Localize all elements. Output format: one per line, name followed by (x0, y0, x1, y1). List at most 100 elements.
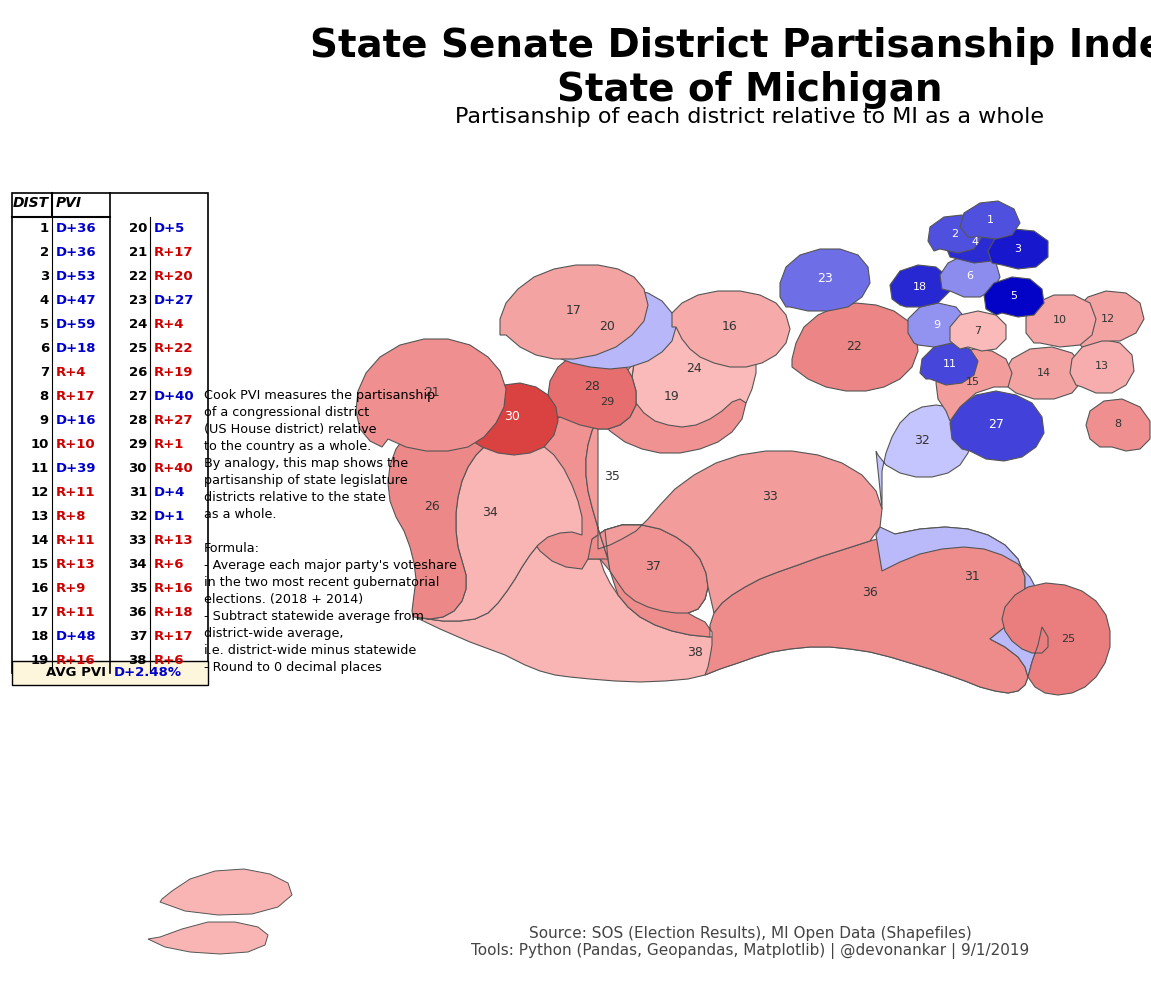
Text: 19: 19 (31, 655, 49, 668)
Polygon shape (920, 343, 978, 385)
Polygon shape (950, 391, 1044, 461)
Polygon shape (356, 339, 506, 451)
Text: 25: 25 (1061, 634, 1075, 644)
Text: D+2.48%: D+2.48% (114, 667, 182, 680)
Text: 18: 18 (31, 630, 49, 643)
Polygon shape (548, 352, 637, 429)
Text: 31: 31 (129, 486, 147, 499)
Text: 1: 1 (40, 223, 49, 236)
Text: 37: 37 (645, 561, 661, 574)
Bar (12, 601, 110, 625)
Text: D+59: D+59 (56, 318, 97, 331)
Bar (12, 625, 110, 649)
Text: State Senate District Partisanship Index
State of Michigan: State Senate District Partisanship Index… (310, 27, 1151, 109)
Text: 7: 7 (975, 326, 982, 336)
Text: D+47: D+47 (56, 294, 97, 307)
Bar (12, 577, 110, 601)
Text: 35: 35 (129, 582, 147, 595)
Polygon shape (960, 201, 1020, 239)
Text: 9: 9 (40, 415, 49, 428)
Polygon shape (416, 532, 1028, 693)
Polygon shape (500, 265, 648, 359)
Text: D+5: D+5 (154, 223, 185, 236)
Text: 5: 5 (40, 318, 49, 331)
Bar (12, 217, 110, 241)
Text: 31: 31 (965, 571, 980, 583)
Polygon shape (1072, 291, 1144, 347)
Text: Partisanship of each district relative to MI as a whole: Partisanship of each district relative t… (456, 107, 1044, 127)
Bar (12, 337, 110, 361)
Text: R+11: R+11 (56, 535, 96, 548)
Text: 19: 19 (664, 391, 680, 404)
Text: 22: 22 (846, 340, 862, 353)
Text: 26: 26 (129, 367, 147, 380)
Text: 8: 8 (40, 391, 49, 404)
Bar (110, 265, 208, 289)
Bar (110, 289, 208, 313)
Bar (12, 433, 110, 457)
Polygon shape (585, 525, 708, 613)
Text: 27: 27 (988, 419, 1004, 432)
Text: D+53: D+53 (56, 271, 97, 284)
Text: R+1: R+1 (154, 438, 184, 451)
Text: R+13: R+13 (154, 535, 193, 548)
Polygon shape (1003, 583, 1110, 695)
Text: R+11: R+11 (56, 606, 96, 619)
Text: 23: 23 (817, 273, 833, 286)
Text: 38: 38 (129, 655, 147, 668)
Text: 11: 11 (31, 462, 49, 475)
Text: 13: 13 (31, 511, 49, 524)
Text: PVI: PVI (56, 196, 82, 210)
Text: Cook PVI measures the partisanship
of a congressional district
(US House distric: Cook PVI measures the partisanship of a … (204, 389, 457, 674)
Text: R+13: R+13 (56, 559, 96, 572)
Text: 15: 15 (966, 377, 980, 387)
Bar (110, 313, 208, 337)
Bar (110, 217, 208, 241)
Text: D+4: D+4 (154, 486, 185, 499)
Polygon shape (908, 303, 966, 347)
Text: D+18: D+18 (56, 342, 97, 355)
Text: 14: 14 (1037, 368, 1051, 378)
Polygon shape (950, 311, 1006, 351)
Polygon shape (416, 437, 582, 621)
Polygon shape (632, 315, 756, 427)
Bar (110, 241, 208, 265)
Bar (12, 361, 110, 385)
Text: D+16: D+16 (56, 415, 97, 428)
Polygon shape (672, 291, 790, 367)
Text: D+48: D+48 (56, 630, 97, 643)
Text: R+16: R+16 (56, 655, 96, 668)
Polygon shape (1026, 295, 1096, 347)
Text: 6: 6 (967, 271, 974, 281)
Text: 11: 11 (943, 359, 956, 369)
Text: 23: 23 (129, 294, 147, 307)
Text: 1: 1 (986, 215, 993, 225)
Bar (110, 481, 208, 505)
Text: R+6: R+6 (154, 655, 184, 668)
Polygon shape (1070, 339, 1134, 393)
Bar (110, 433, 208, 457)
Text: 34: 34 (129, 559, 147, 572)
Bar (110, 409, 208, 433)
Text: 30: 30 (129, 462, 147, 475)
Bar (110, 361, 208, 385)
Bar (12, 241, 110, 265)
Text: 4: 4 (40, 294, 49, 307)
Polygon shape (160, 869, 292, 915)
Text: 32: 32 (129, 511, 147, 524)
Text: D+36: D+36 (56, 247, 97, 260)
Text: R+20: R+20 (154, 271, 193, 284)
Bar (110, 385, 208, 409)
Bar (110, 553, 208, 577)
Bar (12, 553, 110, 577)
Text: 4: 4 (971, 237, 978, 247)
Text: R+6: R+6 (154, 559, 184, 572)
Text: R+17: R+17 (56, 391, 96, 404)
Text: 25: 25 (129, 342, 147, 355)
Bar (12, 289, 110, 313)
Text: 36: 36 (129, 606, 147, 619)
Text: 9: 9 (933, 320, 940, 330)
Text: 35: 35 (604, 470, 620, 483)
Text: 2: 2 (40, 247, 49, 260)
Bar (110, 505, 208, 529)
